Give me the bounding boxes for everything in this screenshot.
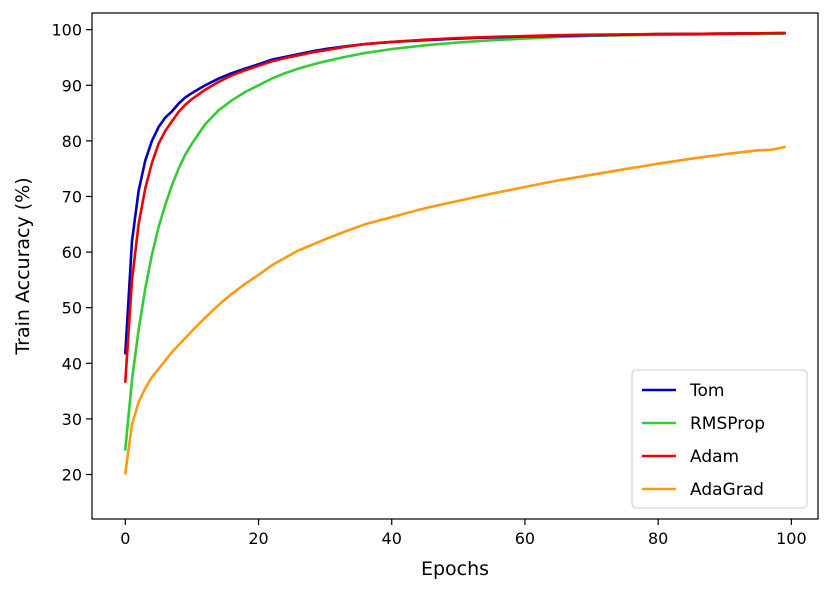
legend: Tom RMSProp Adam AdaGrad	[631, 369, 808, 509]
legend-label: AdaGrad	[690, 480, 764, 500]
x-tick-label: 100	[776, 529, 807, 548]
y-tick-label: 100	[51, 21, 82, 40]
series-line-tom	[124, 31, 787, 355]
x-tick-label: 0	[120, 529, 130, 548]
x-tick-label: 40	[382, 529, 402, 548]
y-tick-label: 60	[62, 243, 82, 262]
y-axis-label: Train Accuracy (%)	[12, 177, 34, 355]
y-tick-label: 80	[62, 132, 82, 151]
plot-frame	[91, 12, 819, 520]
y-tick-label: 30	[62, 410, 82, 429]
x-tick-label: 80	[648, 529, 668, 548]
x-axis-label: Epochs	[421, 558, 489, 580]
plot-lines	[124, 31, 787, 475]
legend-label: Adam	[690, 447, 739, 467]
y-tick-label: 40	[62, 354, 82, 373]
y-axis-ticks: 20 30 40 50 60 70 80 90 100	[51, 21, 92, 485]
series-line-adam	[124, 31, 787, 384]
x-axis-ticks: 0 20 40 60 80 100	[120, 519, 807, 548]
legend-label: RMSProp	[690, 414, 765, 434]
legend-box	[631, 369, 808, 509]
y-tick-label: 20	[62, 466, 82, 485]
y-tick-label: 90	[62, 76, 82, 95]
y-tick-label: 50	[62, 299, 82, 318]
y-tick-label: 70	[62, 187, 82, 206]
legend-label: Tom	[689, 381, 724, 401]
x-tick-label: 20	[248, 529, 268, 548]
x-tick-label: 60	[515, 529, 535, 548]
series-line-adagrad	[124, 145, 787, 475]
